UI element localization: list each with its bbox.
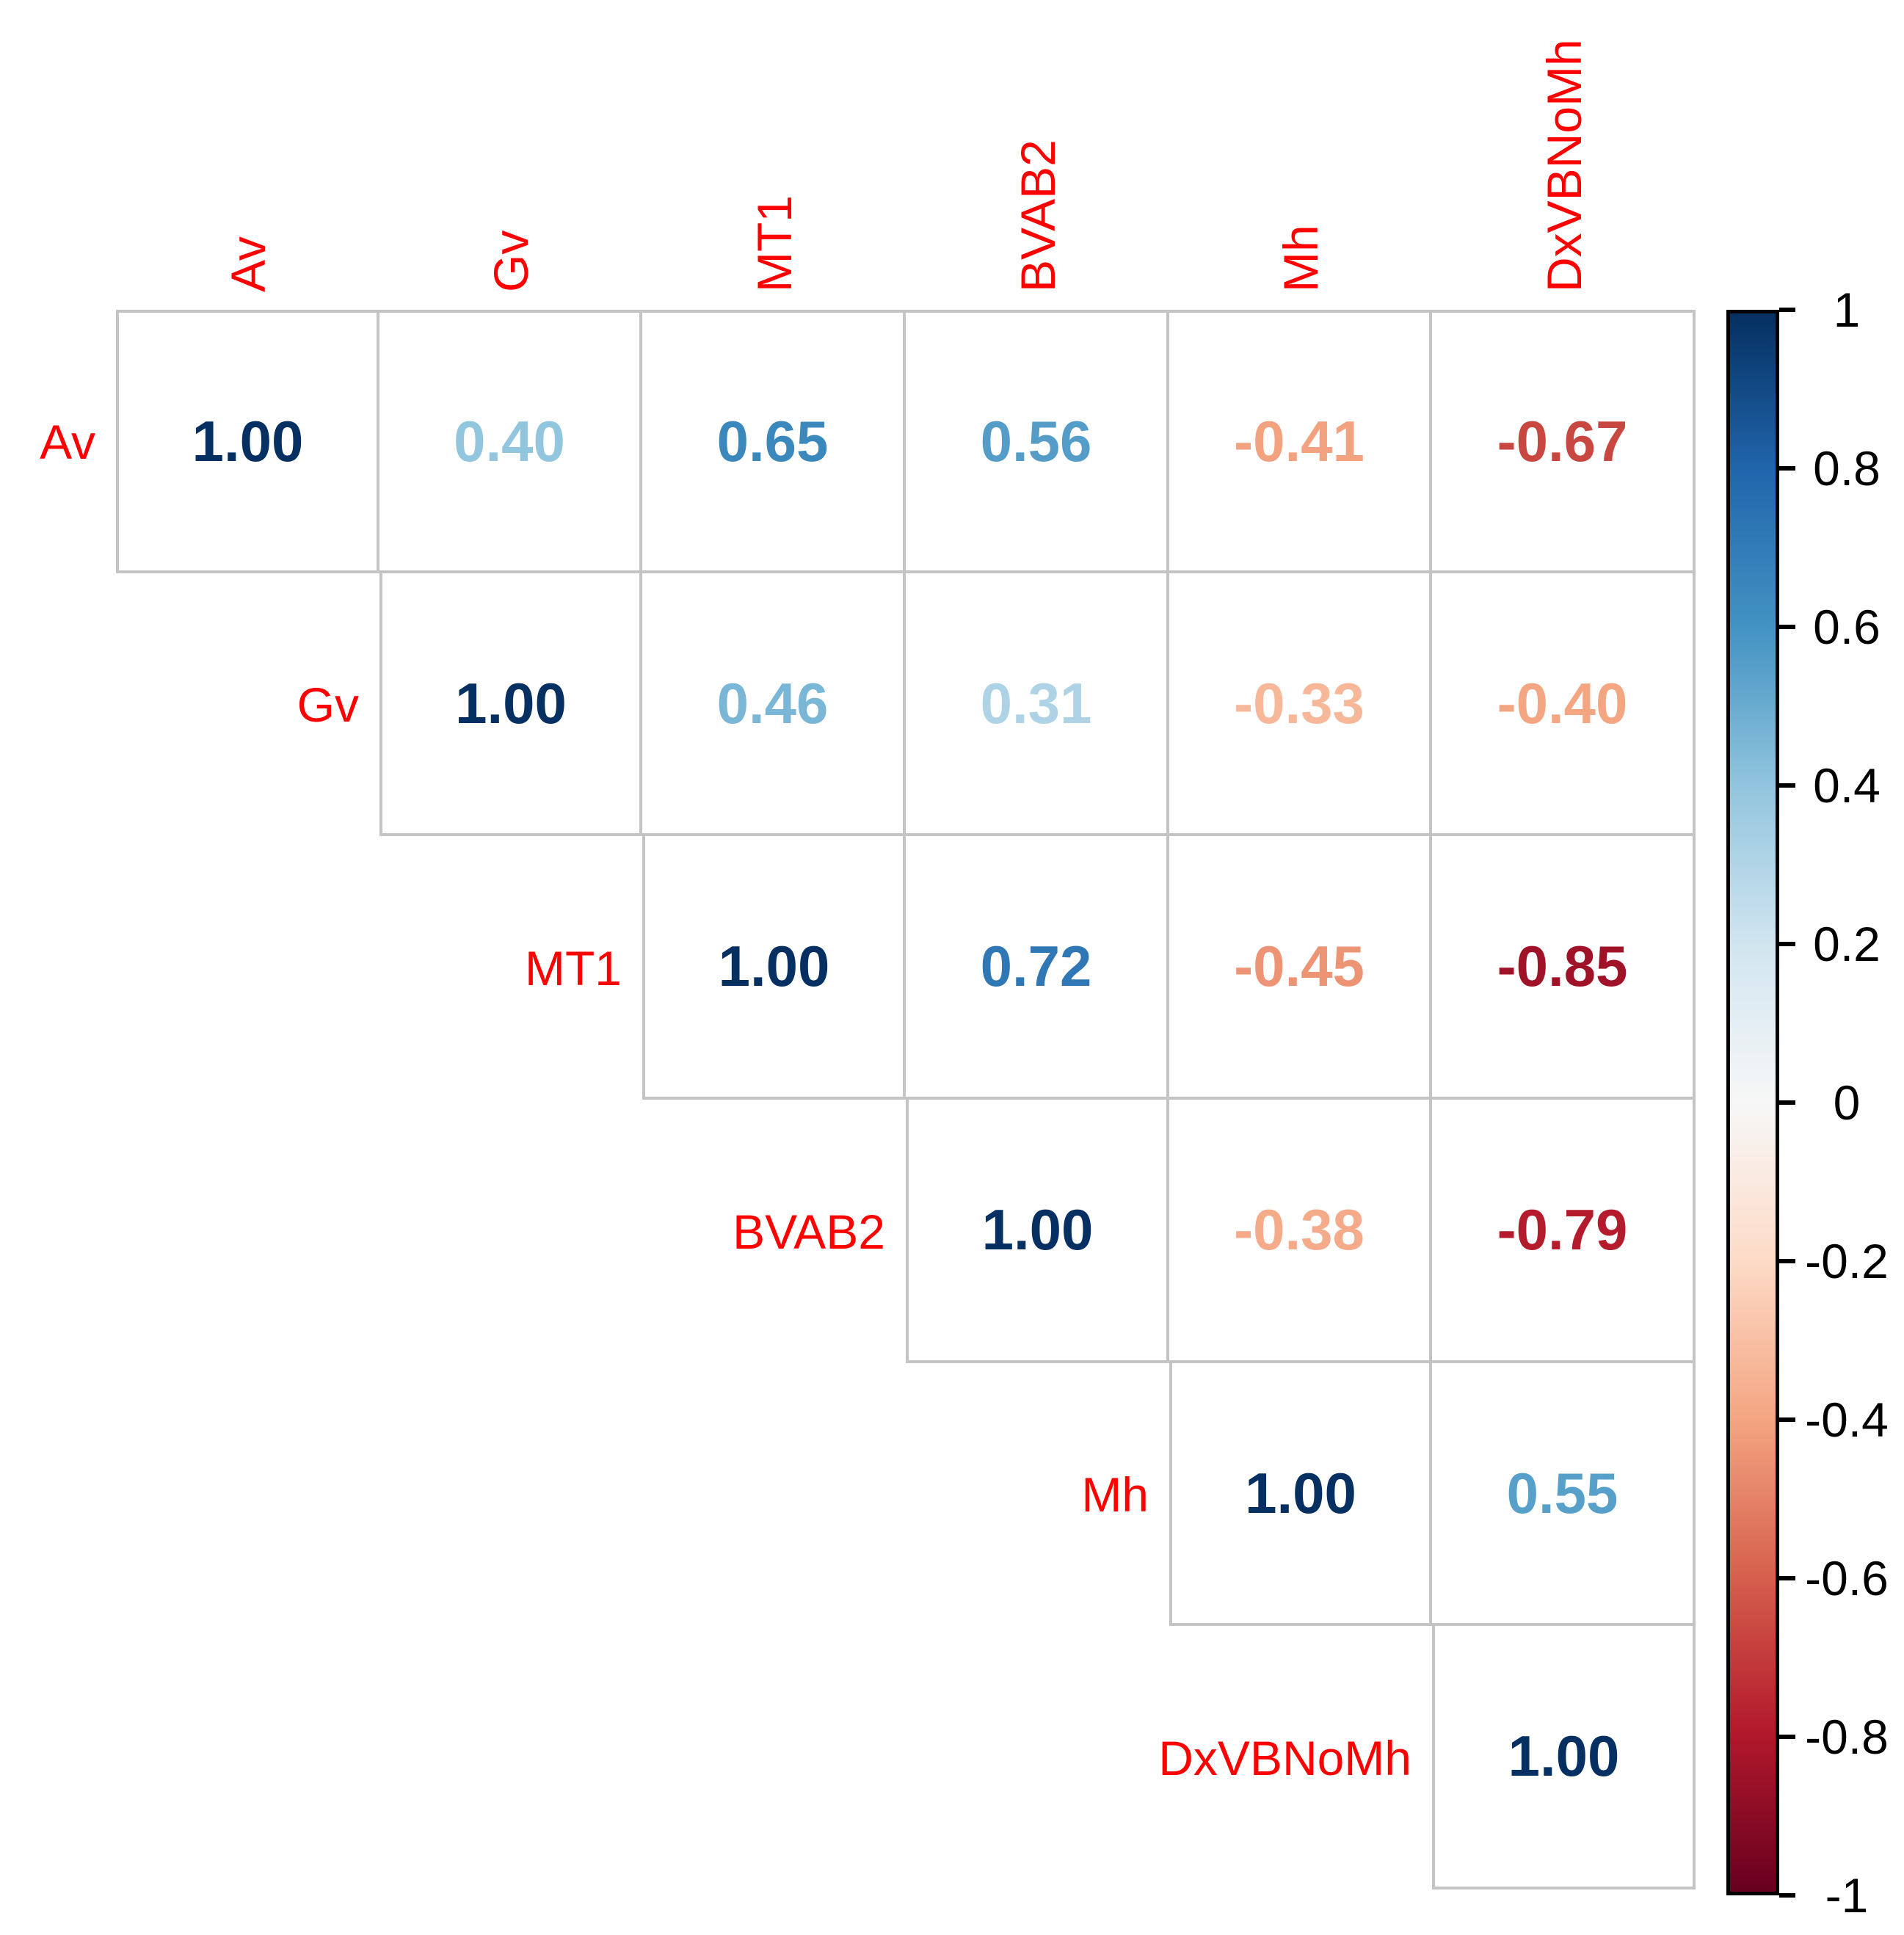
colorbar-tick-label: -0.8: [1805, 1710, 1889, 1764]
matrix-cell: 0.56: [906, 310, 1169, 573]
column-label-mt1: MT1: [747, 195, 802, 292]
correlation-value: 1.00: [192, 409, 304, 473]
matrix-cell: -0.40: [1432, 573, 1696, 836]
correlation-value: 0.72: [980, 934, 1092, 998]
row-label-bvab2: BVAB2: [733, 1205, 885, 1259]
colorbar-tick: [1779, 783, 1795, 788]
correlation-value: 1.00: [455, 670, 567, 736]
row-label-mh: Mh: [1081, 1467, 1149, 1522]
correlation-value: 0.56: [980, 409, 1092, 473]
matrix-cell: -0.85: [1432, 836, 1696, 1100]
matrix-cell: 0.46: [642, 573, 906, 836]
column-label-dxvbnomh: DxVBNoMh: [1537, 39, 1591, 292]
colorbar-tick-label: 0: [1833, 1075, 1861, 1130]
row-label-dxvbnomh: DxVBNoMh: [1158, 1731, 1411, 1785]
colorbar-tick-label: -1: [1825, 1868, 1869, 1923]
matrix-cell: -0.33: [1169, 573, 1432, 836]
matrix-cell: -0.41: [1169, 310, 1432, 573]
colorbar-tick: [1779, 1259, 1795, 1263]
colorbar-tick: [1779, 466, 1795, 471]
colorbar-tick: [1779, 308, 1795, 312]
colorbar: [1726, 310, 1779, 1895]
colorbar-tick: [1779, 1735, 1795, 1739]
correlation-value: -0.40: [1497, 670, 1628, 736]
colorbar-tick-label: 0.8: [1813, 441, 1881, 495]
colorbar-tick-label: 0.6: [1813, 600, 1881, 654]
row-label-mt1: MT1: [525, 941, 622, 995]
matrix-cell: 0.40: [379, 310, 642, 573]
correlation-value: -0.85: [1497, 934, 1628, 998]
colorbar-tick-label: 1: [1833, 283, 1861, 337]
matrix-cell: 0.72: [906, 836, 1169, 1100]
matrix-cell: 1.00: [379, 573, 642, 836]
correlation-value: 0.46: [716, 670, 829, 736]
correlation-value: 1.00: [981, 1197, 1094, 1262]
correlation-value: 0.65: [716, 409, 829, 473]
matrix-cell: -0.45: [1169, 836, 1432, 1100]
correlation-value: 1.00: [718, 934, 830, 998]
colorbar-tick: [1779, 1100, 1795, 1105]
correlation-value: -0.79: [1497, 1197, 1628, 1262]
colorbar-tick: [1779, 625, 1795, 629]
matrix-cell: -0.38: [1169, 1100, 1432, 1363]
colorbar-tick-label: 0.2: [1813, 917, 1881, 971]
column-label-mh: Mh: [1273, 225, 1328, 292]
colorbar-tick-label: -0.2: [1805, 1234, 1889, 1288]
matrix-cell: 1.00: [1169, 1363, 1432, 1626]
correlation-value: 0.55: [1506, 1460, 1618, 1525]
matrix-cell: 1.00: [906, 1100, 1169, 1363]
correlation-value: -0.41: [1234, 409, 1365, 473]
matrix-cell: 1.00: [116, 310, 379, 573]
matrix-cell: 0.55: [1432, 1363, 1696, 1626]
colorbar-tick: [1779, 942, 1795, 946]
colorbar-tick: [1779, 1576, 1795, 1580]
colorbar-tick-label: -0.4: [1805, 1393, 1889, 1447]
matrix-cell: -0.67: [1432, 310, 1696, 573]
correlation-value: 0.40: [454, 409, 565, 473]
column-label-gv: Gv: [484, 230, 538, 292]
colorbar-tick: [1779, 1417, 1795, 1422]
column-label-av: Av: [221, 236, 275, 292]
correlation-value: 1.00: [1245, 1460, 1356, 1525]
correlation-value: 0.31: [980, 670, 1092, 736]
column-label-bvab2: BVAB2: [1011, 139, 1065, 292]
correlation-value: -0.38: [1234, 1197, 1365, 1262]
correlation-value: -0.67: [1497, 409, 1628, 473]
row-label-gv: Gv: [297, 678, 359, 732]
correlation-value: -0.45: [1234, 934, 1365, 998]
matrix-cell: 0.31: [906, 573, 1169, 836]
colorbar-tick: [1779, 1893, 1795, 1898]
matrix-cell: 1.00: [642, 836, 906, 1100]
colorbar-tick-label: 0.4: [1813, 758, 1881, 813]
row-label-av: Av: [40, 415, 95, 469]
matrix-cell: 1.00: [1432, 1626, 1696, 1889]
correlation-value: 1.00: [1508, 1724, 1620, 1788]
matrix-cell: -0.79: [1432, 1100, 1696, 1363]
correlation-value: -0.33: [1234, 670, 1365, 736]
matrix-cell: 0.65: [642, 310, 906, 573]
colorbar-tick-label: -0.6: [1805, 1551, 1889, 1605]
